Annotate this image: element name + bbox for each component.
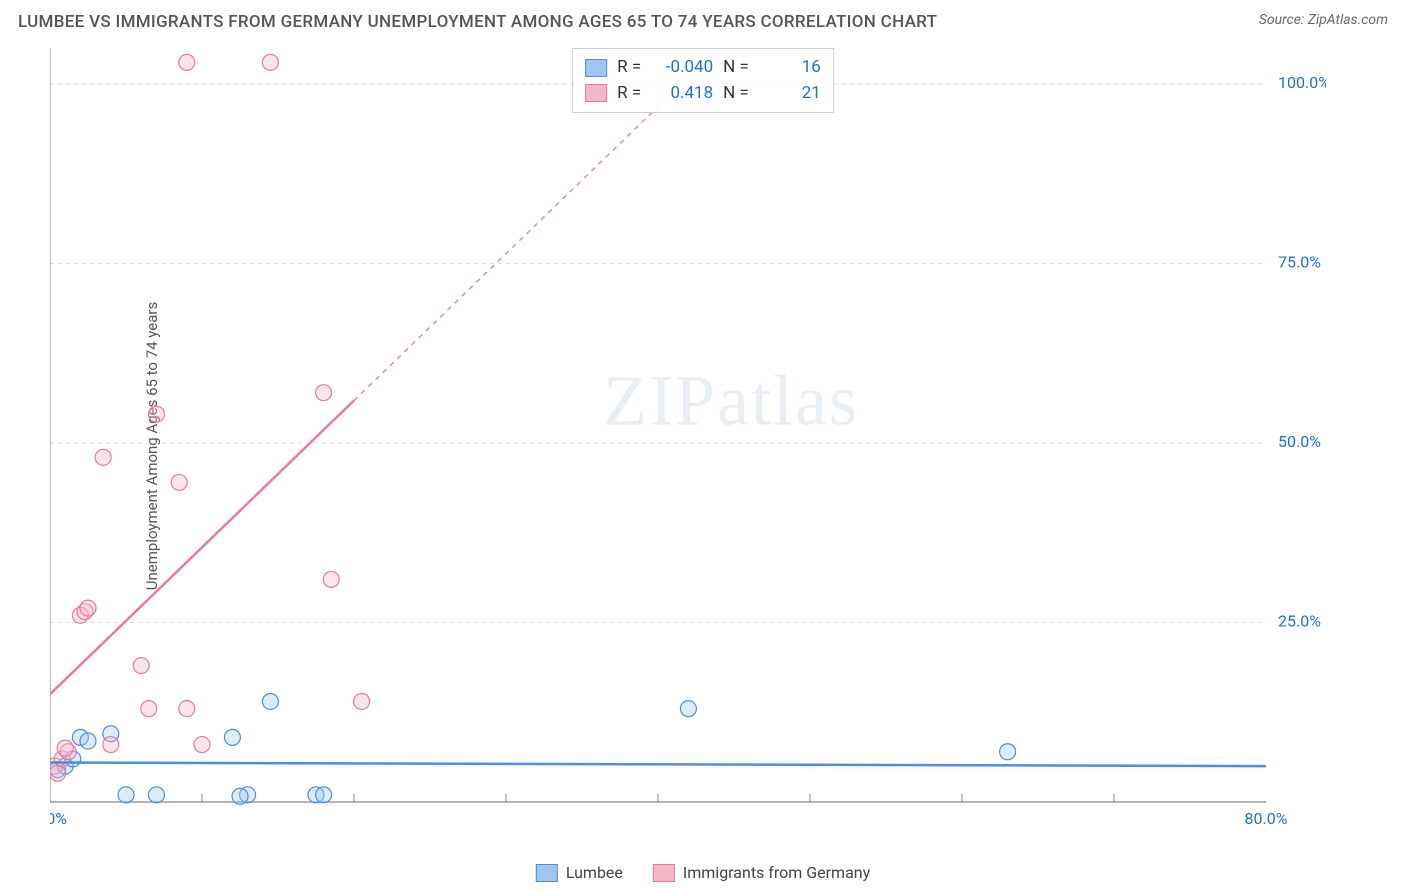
svg-text:80.0%: 80.0% <box>1245 809 1288 828</box>
svg-text:50.0%: 50.0% <box>1278 432 1321 451</box>
swatch-germany-bottom <box>653 864 675 882</box>
svg-text:0.0%: 0.0% <box>50 809 67 828</box>
chart-title: LUMBEE VS IMMIGRANTS FROM GERMANY UNEMPL… <box>18 12 937 32</box>
svg-text:75.0%: 75.0% <box>1278 253 1321 272</box>
correlation-row-germany: R = 0.418 N = 21 <box>585 81 821 107</box>
swatch-lumbee <box>585 59 607 77</box>
n-value-germany: 21 <box>759 81 821 107</box>
svg-text:25.0%: 25.0% <box>1278 612 1321 631</box>
swatch-lumbee-bottom <box>536 864 558 882</box>
r-label: R = <box>617 81 641 107</box>
scatter-plot-svg: 25.0% 50.0% 75.0% 100.0% 0.0% 80.0% <box>50 48 1326 832</box>
legend-item-lumbee: Lumbee <box>536 863 623 882</box>
n-label: N = <box>723 81 749 107</box>
series-legend: Lumbee Immigrants from Germany <box>536 863 870 882</box>
n-label: N = <box>723 55 749 81</box>
chart-plot-area: 25.0% 50.0% 75.0% 100.0% 0.0% 80.0% <box>50 48 1326 832</box>
legend-label-lumbee: Lumbee <box>566 863 623 882</box>
r-label: R = <box>617 55 641 81</box>
svg-text:100.0%: 100.0% <box>1278 73 1326 92</box>
legend-label-germany: Immigrants from Germany <box>683 863 870 882</box>
chart-header: LUMBEE VS IMMIGRANTS FROM GERMANY UNEMPL… <box>18 12 1388 32</box>
correlation-row-lumbee: R = -0.040 N = 16 <box>585 55 821 81</box>
r-value-lumbee: -0.040 <box>651 55 713 81</box>
swatch-germany <box>585 84 607 102</box>
correlation-legend: R = -0.040 N = 16 R = 0.418 N = 21 <box>572 48 834 113</box>
n-value-lumbee: 16 <box>759 55 821 81</box>
chart-source: Source: ZipAtlas.com <box>1259 12 1388 28</box>
r-value-germany: 0.418 <box>651 81 713 107</box>
legend-item-germany: Immigrants from Germany <box>653 863 870 882</box>
